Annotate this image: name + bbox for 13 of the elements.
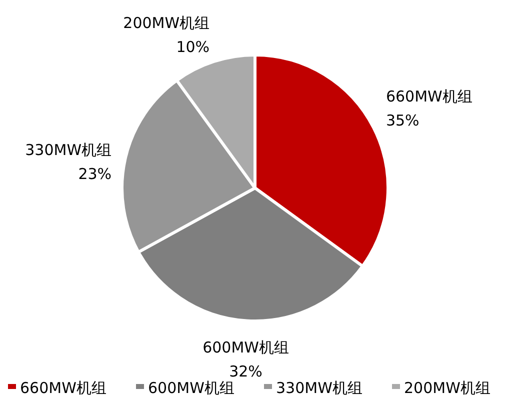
legend-label: 330MW机组	[276, 379, 362, 397]
data-label: 32%	[229, 362, 262, 381]
slice-label: 330MW机组	[25, 140, 112, 159]
data-label: 35%	[386, 111, 420, 130]
legend-label: 660MW机组	[20, 379, 106, 397]
pie-slice	[175, 54, 256, 190]
slice-label: 200MW机组	[123, 14, 210, 32]
data-label: 23%	[78, 164, 112, 183]
slice-label: 660MW机组	[386, 87, 472, 106]
slice-label: 600MW机组	[202, 338, 289, 357]
legend-label: 600MW机组	[148, 379, 234, 397]
data-label: 10%	[176, 38, 210, 56]
legend-label: 200MW机组	[404, 379, 490, 397]
